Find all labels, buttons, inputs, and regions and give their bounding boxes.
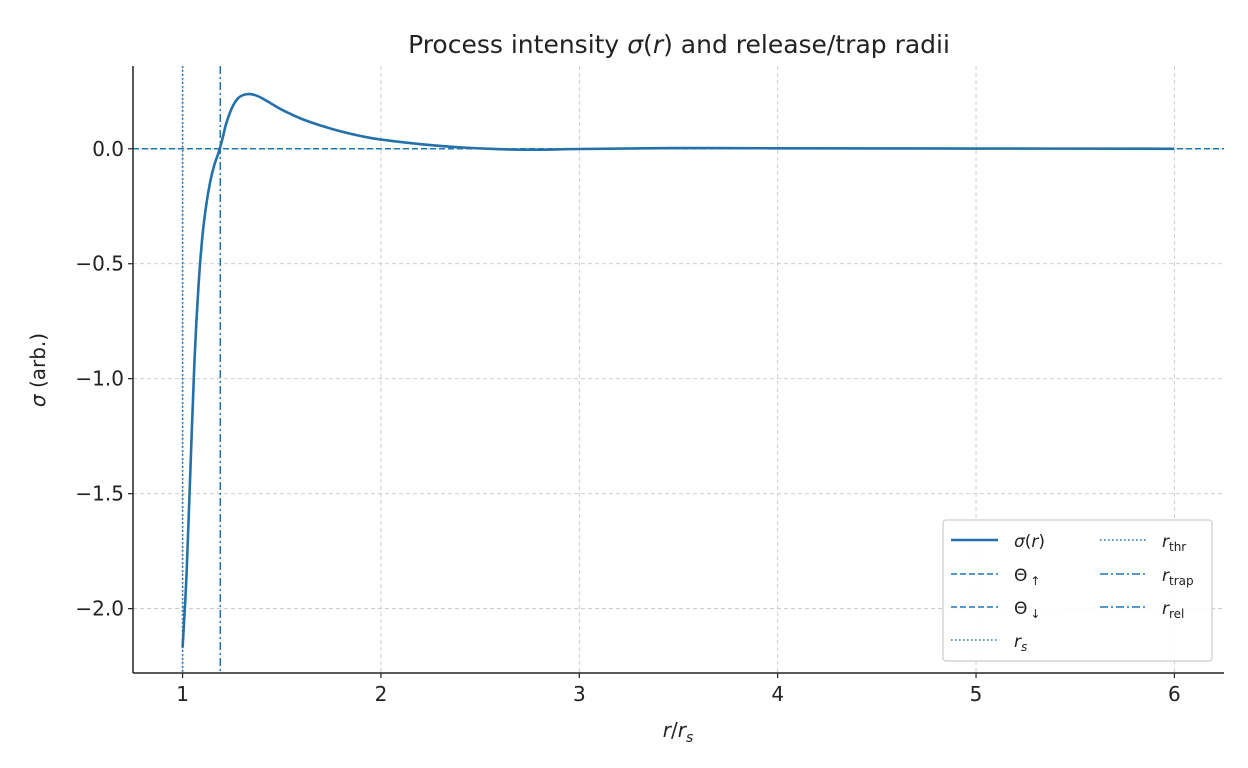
legend-label-theta-down: Θ ↓ (1014, 599, 1040, 621)
legend-label-rtrap: rtrap (1162, 566, 1194, 588)
series-line-sigma (181, 92, 1175, 648)
legend-sigma-po: ( (1025, 532, 1032, 552)
y-tick-label-2: −1.0 (75, 367, 124, 391)
legend-rrel-sub: rel (1169, 607, 1184, 621)
axes (128, 66, 1224, 678)
y-tick-label-0: 0.0 (92, 137, 124, 161)
y-tick-label-4: −2.0 (75, 597, 124, 621)
x-tick-labels: 1 2 3 4 5 6 (176, 682, 1181, 706)
ylabel-sigma: σ (26, 393, 50, 407)
xlabel-sub-s: s (686, 730, 693, 746)
xlabel-r: r (663, 718, 673, 742)
chart-title: Process intensity σ(r) and release/trap … (408, 30, 950, 59)
title-paren-open: ( (643, 30, 653, 59)
y-tick-label-3: −1.5 (75, 482, 124, 506)
x-tick-label-4: 4 (771, 682, 784, 706)
legend-rtrap-sym: r (1162, 566, 1170, 586)
legend-frame (942, 519, 1213, 662)
title-sigma: σ (627, 30, 644, 59)
y-tick-label-1: −0.5 (75, 252, 124, 276)
ylabel-unit: (arb.) (26, 333, 50, 395)
x-tick-label-3: 3 (573, 682, 586, 706)
legend-rthr-sub: thr (1169, 540, 1186, 554)
legend-rs-sym: r (1014, 632, 1022, 652)
legend-sigma-pc: ) (1038, 532, 1045, 552)
legend: σ(r) Θ ↑ Θ ↓ rs rthr rtrap rrel (942, 519, 1213, 662)
legend-label-theta-up: Θ ↑ (1014, 566, 1040, 588)
legend-label-rrel: rrel (1162, 599, 1184, 621)
xlabel-slash: / (671, 718, 678, 742)
data-series (181, 92, 1175, 648)
legend-label-rs: rs (1014, 632, 1027, 654)
legend-rs-sub: s (1021, 640, 1027, 654)
legend-label-rthr: rthr (1162, 532, 1186, 554)
title-text-2: ) and release/trap radii (663, 30, 950, 59)
gridlines (133, 66, 1224, 673)
title-r: r (653, 30, 665, 59)
y-tick-labels: 0.0 −0.5 −1.0 −1.5 −2.0 (75, 137, 124, 621)
x-axis-label: r/rs (663, 718, 694, 746)
legend-theta-up-sym: Θ (1014, 566, 1027, 586)
legend-label-sigma: σ(r) (1014, 532, 1045, 552)
y-axis-label: σ (arb.) (26, 333, 50, 407)
title-text-1: Process intensity (408, 30, 627, 59)
legend-theta-down-sym: Θ (1014, 599, 1027, 619)
legend-rtrap-sub: trap (1169, 574, 1194, 588)
legend-sigma-r: r (1031, 532, 1039, 552)
legend-theta-up-sub: ↑ (1030, 574, 1040, 588)
xlabel-r2: r (678, 718, 688, 742)
x-tick-label-6: 6 (1168, 682, 1181, 706)
legend-theta-down-sub: ↓ (1030, 607, 1040, 621)
legend-rrel-sym: r (1162, 599, 1170, 619)
legend-rthr-sym: r (1162, 532, 1170, 552)
x-tick-label-5: 5 (970, 682, 983, 706)
x-tick-label-2: 2 (375, 682, 388, 706)
legend-sigma-sym: σ (1014, 532, 1026, 552)
x-tick-label-1: 1 (176, 682, 189, 706)
